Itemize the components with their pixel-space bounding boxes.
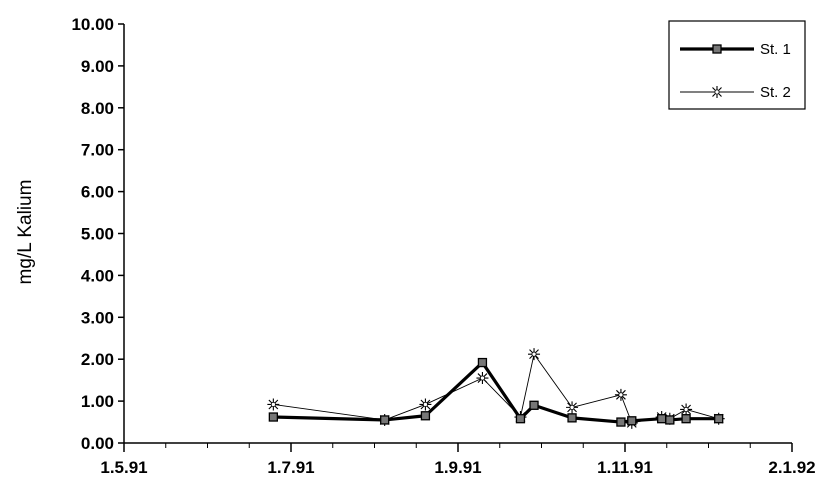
data-point bbox=[419, 398, 432, 411]
data-point bbox=[476, 372, 489, 385]
data-point bbox=[627, 416, 637, 426]
data-point bbox=[714, 414, 724, 424]
x-tick-label: 1.7.91 bbox=[267, 458, 314, 477]
plot-series bbox=[267, 348, 725, 429]
series-line bbox=[273, 353, 719, 424]
legend-label: St. 1 bbox=[760, 41, 791, 58]
star-marker-center bbox=[618, 392, 624, 398]
x-tick-label: 1.9.91 bbox=[434, 458, 481, 477]
data-point bbox=[566, 401, 579, 414]
star-marker-center bbox=[422, 401, 428, 407]
data-point bbox=[567, 413, 577, 423]
y-axis: 0.00 1.00 2.00 3.00 4.00 5.00 6.00 7.00 8.00 9.00… bbox=[71, 15, 125, 453]
star-marker-center bbox=[531, 351, 537, 357]
data-point bbox=[680, 403, 693, 416]
y-tick-label: 0.00 bbox=[81, 434, 114, 453]
legend-box bbox=[668, 20, 806, 110]
star-marker-center bbox=[479, 375, 485, 381]
legend: St. 1 St. 2 bbox=[668, 20, 806, 110]
series-st-1 bbox=[268, 357, 724, 427]
data-point bbox=[380, 415, 390, 425]
star-marker-center bbox=[270, 401, 276, 407]
data-point bbox=[614, 388, 627, 401]
data-point bbox=[268, 412, 278, 422]
y-tick-label: 9.00 bbox=[81, 57, 114, 76]
x-tick-label: 1.5.91 bbox=[100, 458, 147, 477]
data-point bbox=[681, 414, 691, 424]
y-tick-label: 2.00 bbox=[81, 350, 114, 369]
y-axis-label: mg/L Kalium bbox=[15, 180, 36, 285]
legend-marker bbox=[712, 44, 722, 54]
data-point bbox=[528, 348, 541, 361]
legend-marker bbox=[711, 86, 723, 98]
x-axis: 1.5.91 1.7.91 1.9.91 1.11.91 2.1.92 bbox=[100, 442, 816, 477]
y-tick-label: 8.00 bbox=[81, 99, 114, 118]
data-point bbox=[267, 398, 280, 411]
y-tick-label: 1.00 bbox=[81, 392, 114, 411]
y-tick-label: 6.00 bbox=[81, 183, 114, 202]
x-tick-label: 1.11.91 bbox=[597, 458, 653, 477]
star-marker-center bbox=[569, 404, 575, 410]
data-point bbox=[657, 414, 667, 424]
legend-label: St. 2 bbox=[760, 84, 791, 101]
y-tick-label: 7.00 bbox=[81, 141, 114, 160]
data-point bbox=[529, 400, 539, 410]
series-st-2 bbox=[267, 348, 725, 429]
y-tick-label: 10.00 bbox=[71, 15, 114, 34]
y-tick-label: 5.00 bbox=[81, 225, 114, 244]
data-point bbox=[420, 411, 431, 421]
data-point bbox=[616, 417, 626, 427]
star-marker-center bbox=[714, 89, 720, 95]
data-point bbox=[665, 415, 675, 425]
data-point bbox=[477, 357, 488, 368]
star-marker-center bbox=[683, 406, 689, 412]
y-tick-label: 3.00 bbox=[81, 308, 114, 327]
x-tick-label: 2.1.92 bbox=[768, 458, 815, 477]
y-tick-label: 4.00 bbox=[81, 266, 114, 285]
data-point bbox=[515, 414, 526, 424]
